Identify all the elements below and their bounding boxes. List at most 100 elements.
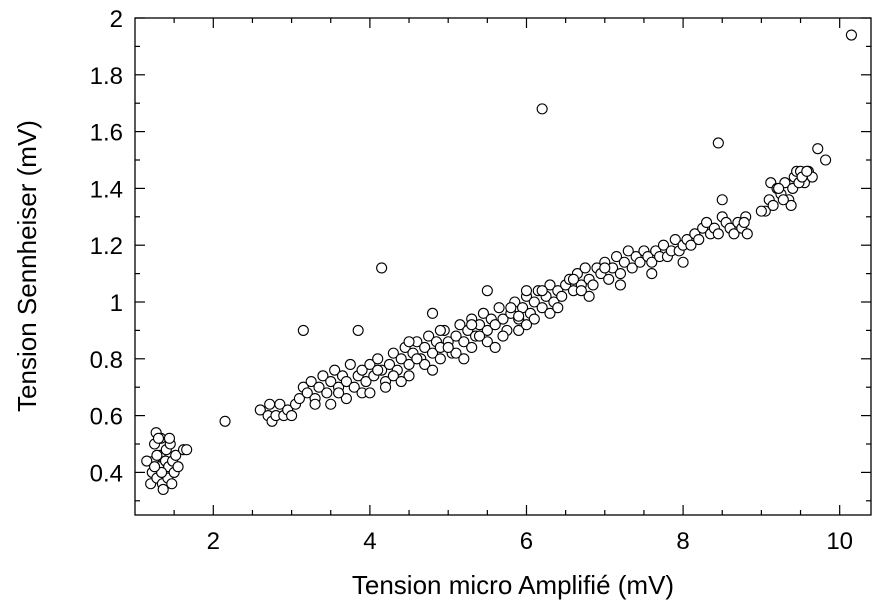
data-points xyxy=(141,29,857,495)
data-point xyxy=(513,324,525,336)
data-point xyxy=(466,319,478,331)
data-point xyxy=(450,347,462,359)
data-point xyxy=(587,279,599,291)
data-point xyxy=(317,370,329,382)
data-point xyxy=(321,387,333,399)
data-point xyxy=(419,358,431,371)
data-point xyxy=(364,387,376,399)
data-point xyxy=(423,330,435,342)
data-point xyxy=(712,137,724,149)
data-point xyxy=(325,398,337,410)
data-point xyxy=(395,375,407,388)
data-point xyxy=(626,262,638,274)
data-point xyxy=(544,307,556,319)
data-point xyxy=(286,410,298,422)
data-point xyxy=(614,268,626,280)
data-point xyxy=(313,381,325,393)
y-tick-label: 1.6 xyxy=(90,120,123,147)
data-point xyxy=(458,336,470,348)
data-point xyxy=(755,205,767,217)
data-point xyxy=(528,313,540,325)
data-point xyxy=(728,228,740,240)
data-point xyxy=(618,256,630,268)
data-point xyxy=(352,324,364,336)
data-point xyxy=(556,290,568,302)
data-point xyxy=(777,194,789,206)
x-tick-label: 2 xyxy=(207,528,220,555)
data-point xyxy=(801,165,813,177)
data-point xyxy=(340,375,352,388)
data-point xyxy=(151,449,163,461)
data-point xyxy=(741,228,753,240)
data-point xyxy=(141,455,153,467)
data-point xyxy=(403,370,415,382)
data-point xyxy=(305,375,317,388)
x-axis-title: Tension micro Amplifié (mV) xyxy=(352,570,674,600)
data-point xyxy=(693,233,705,246)
data-point xyxy=(403,336,415,348)
data-point xyxy=(166,478,178,490)
data-point xyxy=(669,233,681,246)
data-point xyxy=(181,444,193,456)
data-point xyxy=(163,432,176,444)
y-tick-label: 2 xyxy=(110,6,123,33)
data-point xyxy=(254,404,266,416)
data-point xyxy=(634,256,646,268)
data-point xyxy=(773,182,785,194)
data-point xyxy=(716,194,728,206)
x-tick-label: 4 xyxy=(363,528,376,555)
data-point xyxy=(489,341,501,353)
data-point xyxy=(372,364,384,376)
data-point xyxy=(466,341,478,353)
data-point xyxy=(520,285,533,297)
data-point xyxy=(845,29,857,41)
data-point xyxy=(579,262,591,274)
y-tick-label: 1.8 xyxy=(90,63,123,90)
data-point xyxy=(785,199,797,211)
y-tick-label: 0.8 xyxy=(90,347,123,374)
data-point xyxy=(380,381,392,393)
data-point xyxy=(442,341,454,353)
data-point xyxy=(372,353,384,365)
x-tick-label: 6 xyxy=(520,528,533,555)
data-point xyxy=(567,273,580,285)
data-point xyxy=(219,415,231,427)
data-point xyxy=(513,310,525,322)
data-point xyxy=(646,256,658,268)
data-point xyxy=(497,330,509,342)
data-point xyxy=(264,398,276,410)
data-point xyxy=(477,307,489,319)
data-point xyxy=(301,387,313,399)
data-point xyxy=(395,353,407,365)
x-axis: 2 4 6 8 10 xyxy=(173,18,853,555)
data-point xyxy=(344,358,356,371)
data-point xyxy=(536,103,548,115)
data-point xyxy=(293,393,305,405)
x-tick-label: 10 xyxy=(826,528,853,555)
data-point xyxy=(738,216,750,229)
data-point xyxy=(599,262,611,274)
data-point xyxy=(489,319,501,331)
data-point xyxy=(544,279,556,291)
data-point xyxy=(505,302,517,314)
data-point xyxy=(528,296,540,308)
data-point xyxy=(383,358,396,371)
data-point xyxy=(387,370,399,382)
data-point xyxy=(820,154,832,166)
y-tick-label: 0.4 xyxy=(90,460,123,487)
data-point xyxy=(520,319,533,331)
plot-frame xyxy=(134,17,872,516)
data-point xyxy=(172,461,184,473)
y-axis-title: Tension Sennheiser (mV) xyxy=(12,120,42,412)
data-point xyxy=(149,461,161,473)
data-point xyxy=(536,285,548,297)
data-point xyxy=(603,273,615,285)
data-point xyxy=(677,256,689,268)
y-tick-label: 1.4 xyxy=(90,176,123,203)
data-point xyxy=(325,375,337,388)
data-point xyxy=(403,358,415,371)
data-point xyxy=(481,324,493,336)
data-point xyxy=(450,330,462,342)
data-point xyxy=(712,228,724,240)
